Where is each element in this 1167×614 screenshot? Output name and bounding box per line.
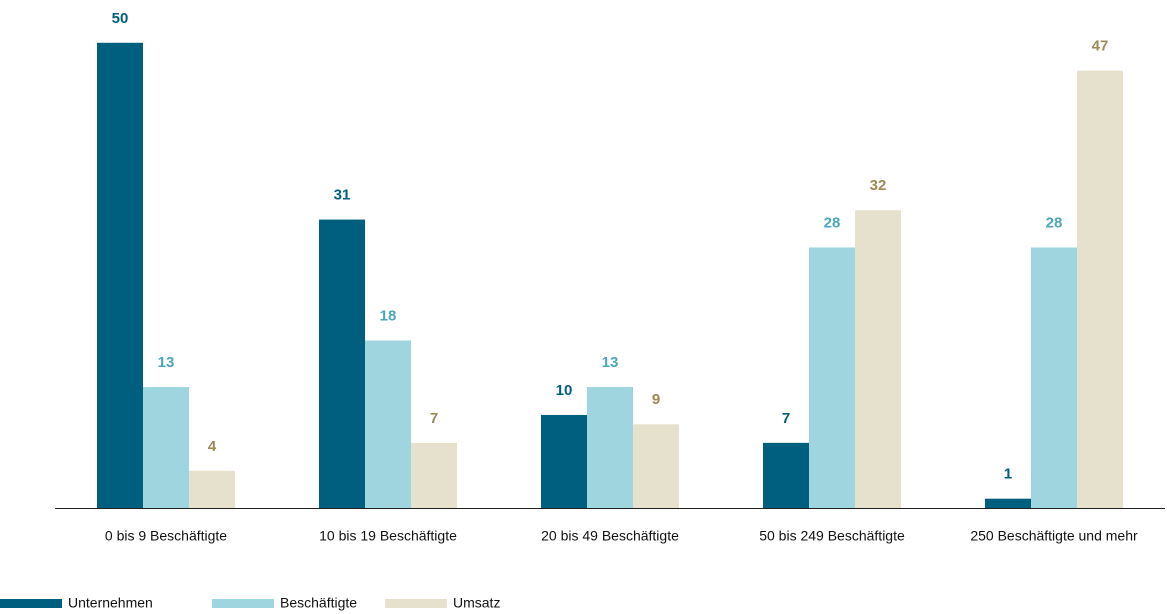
- bar: [1031, 247, 1077, 508]
- bar: [97, 42, 143, 509]
- value-label: 13: [158, 354, 175, 371]
- x-tick-label: 250 Beschäftigte und mehr: [970, 528, 1138, 544]
- bar: [1077, 70, 1123, 508]
- x-tick-label: 0 bis 9 Beschäftigte: [105, 528, 227, 544]
- value-label: 50: [112, 10, 129, 27]
- legend-label: Beschäftigte: [280, 595, 357, 611]
- bar: [541, 414, 587, 508]
- bar: [411, 442, 457, 508]
- x-tick-label: 20 bis 49 Beschäftigte: [541, 528, 679, 544]
- value-label: 28: [1046, 214, 1063, 231]
- legend-label: Unternehmen: [68, 595, 153, 611]
- bar: [587, 387, 633, 508]
- value-label: 47: [1092, 38, 1109, 55]
- x-tick-label: 10 bis 19 Beschäftigte: [319, 528, 457, 544]
- value-label: 9: [652, 391, 660, 408]
- bar: [319, 219, 365, 509]
- value-label: 7: [782, 410, 790, 427]
- bar: [365, 340, 411, 508]
- bar: [143, 387, 189, 508]
- bar: [985, 498, 1031, 508]
- bar: [855, 210, 901, 508]
- value-label: 4: [208, 438, 217, 455]
- legend-swatch: [385, 599, 447, 608]
- value-label: 10: [556, 382, 573, 399]
- x-tick-label: 50 bis 249 Beschäftigte: [759, 528, 905, 544]
- value-label: 28: [824, 214, 841, 231]
- legend-swatch: [0, 599, 62, 608]
- legend-label: Umsatz: [453, 595, 500, 611]
- value-label: 18: [380, 307, 397, 324]
- bar: [763, 442, 809, 508]
- legend-swatch: [212, 599, 274, 608]
- value-label: 7: [430, 410, 438, 427]
- value-label: 31: [334, 187, 351, 204]
- bar: [809, 247, 855, 508]
- value-label: 13: [602, 354, 619, 371]
- bar: [633, 424, 679, 508]
- value-label: 32: [870, 177, 887, 194]
- bar: [189, 470, 235, 508]
- value-label: 1: [1004, 466, 1012, 483]
